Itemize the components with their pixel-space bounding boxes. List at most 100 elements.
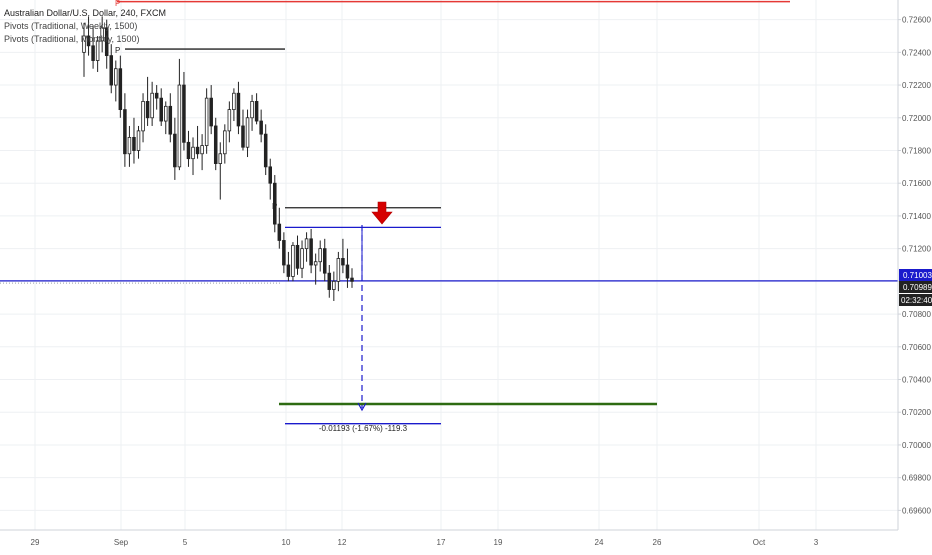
drawings: -0.01193 (-1.67%) -119.3 P P P bbox=[115, 0, 408, 433]
candle-body-down bbox=[104, 27, 109, 57]
symbol-title[interactable]: Australian Dollar/U.S. Dollar, 240, FXCM bbox=[4, 8, 167, 18]
candle-body-down bbox=[268, 166, 272, 184]
y-axis[interactable]: 0.72600 0.72400 0.72200 0.72000 0.71800 0.716… bbox=[902, 16, 931, 516]
candle bbox=[173, 117, 177, 180]
candle-body-up bbox=[127, 137, 132, 155]
candle-body-down bbox=[213, 125, 218, 164]
x-tick-label: 17 bbox=[437, 538, 446, 547]
candle bbox=[291, 242, 295, 282]
candle bbox=[204, 88, 209, 154]
candle-body-down bbox=[327, 272, 332, 290]
candle bbox=[182, 71, 186, 151]
candle-body-down bbox=[118, 68, 123, 110]
pivot-marker-weekly-old: P bbox=[115, 46, 120, 55]
candle bbox=[277, 207, 282, 249]
axes bbox=[0, 0, 899, 531]
candle-body-up bbox=[191, 146, 195, 160]
candle-body-down bbox=[295, 244, 300, 269]
candle bbox=[195, 125, 200, 159]
indicator-weekly-pivots[interactable]: Pivots (Traditional, Weekly, 1500) bbox=[4, 21, 138, 31]
candle-body-down bbox=[345, 264, 350, 279]
current-price-label: 0.71003 bbox=[903, 271, 932, 280]
candle-body-down bbox=[282, 240, 286, 266]
candle bbox=[223, 124, 227, 164]
candle bbox=[136, 125, 141, 159]
candle-body-up bbox=[141, 101, 145, 132]
candle-body-up bbox=[227, 109, 232, 132]
candle-body-up bbox=[82, 35, 86, 53]
y-tick-label: 0.71600 bbox=[902, 179, 931, 188]
candle bbox=[159, 88, 163, 126]
candle-body-up bbox=[136, 130, 141, 151]
candle bbox=[254, 93, 259, 125]
candle-body-down bbox=[309, 238, 313, 266]
candle bbox=[132, 117, 136, 164]
candle-body-up bbox=[300, 248, 304, 269]
candle-body-down bbox=[186, 141, 191, 160]
candle bbox=[191, 137, 195, 176]
candle bbox=[227, 101, 232, 143]
last-price-label: 0.70989 bbox=[903, 283, 932, 292]
candle bbox=[322, 238, 327, 282]
candle-body-up bbox=[163, 105, 168, 122]
y-tick-label: 0.70200 bbox=[902, 408, 931, 417]
candle-body-up bbox=[318, 248, 322, 263]
candle bbox=[245, 109, 250, 158]
candle-body-up bbox=[313, 261, 318, 266]
candle bbox=[95, 35, 100, 72]
candle-body-down bbox=[145, 101, 150, 119]
levels bbox=[0, 0, 898, 425]
candle bbox=[332, 271, 336, 301]
candle-body-up bbox=[200, 145, 204, 155]
candle bbox=[295, 235, 300, 275]
candle bbox=[145, 76, 150, 126]
candle-body-up bbox=[223, 130, 227, 155]
x-tick-label: 26 bbox=[653, 538, 662, 547]
x-tick-label: 29 bbox=[31, 538, 40, 547]
indicator-monthly-pivots[interactable]: Pivots (Traditional, Monthly, 1500) bbox=[4, 34, 140, 44]
candle-body-up bbox=[245, 117, 250, 148]
y-tick-label: 0.71200 bbox=[902, 245, 931, 254]
candle bbox=[209, 85, 213, 135]
candle-body-down bbox=[182, 84, 186, 143]
candle bbox=[268, 158, 272, 200]
candle-body-down bbox=[109, 55, 114, 86]
y-tick-label: 0.71400 bbox=[902, 212, 931, 221]
candle bbox=[236, 81, 241, 135]
candle-body-up bbox=[114, 68, 118, 86]
candle bbox=[118, 55, 123, 118]
candle-body-down bbox=[241, 125, 245, 148]
candle-body-up bbox=[100, 27, 104, 42]
candle bbox=[250, 94, 254, 131]
candle bbox=[141, 93, 145, 143]
candle bbox=[127, 125, 132, 167]
candle-body-up bbox=[291, 244, 295, 277]
candle-body-up bbox=[150, 92, 154, 119]
candle-body-down bbox=[350, 277, 354, 282]
candle bbox=[186, 130, 191, 167]
y-tick-label: 0.69800 bbox=[902, 474, 931, 483]
candle bbox=[350, 268, 354, 288]
sell-arrow-icon bbox=[371, 201, 393, 225]
grid bbox=[0, 0, 901, 530]
candle bbox=[341, 238, 345, 274]
candle-body-down bbox=[277, 223, 282, 241]
candle-body-down bbox=[123, 109, 127, 155]
countdown-label: 02:32:40 bbox=[901, 296, 932, 305]
candle-body-down bbox=[168, 105, 173, 135]
candle bbox=[114, 60, 118, 102]
candle bbox=[82, 22, 86, 77]
candle bbox=[100, 16, 104, 53]
y-tick-label: 0.72000 bbox=[902, 114, 931, 123]
x-tick-label: Sep bbox=[114, 538, 129, 547]
candle bbox=[282, 232, 286, 274]
x-tick-label: Oct bbox=[753, 538, 766, 547]
x-axis[interactable]: 29 Sep 5 10 12 17 19 24 26 Oct 3 bbox=[31, 538, 819, 547]
candles bbox=[82, 16, 354, 301]
y-tick-label: 0.70400 bbox=[902, 376, 931, 385]
candle-body-down bbox=[91, 45, 95, 61]
candle-body-up bbox=[250, 101, 254, 119]
candle bbox=[309, 229, 313, 274]
last-price-tag bbox=[899, 281, 932, 293]
